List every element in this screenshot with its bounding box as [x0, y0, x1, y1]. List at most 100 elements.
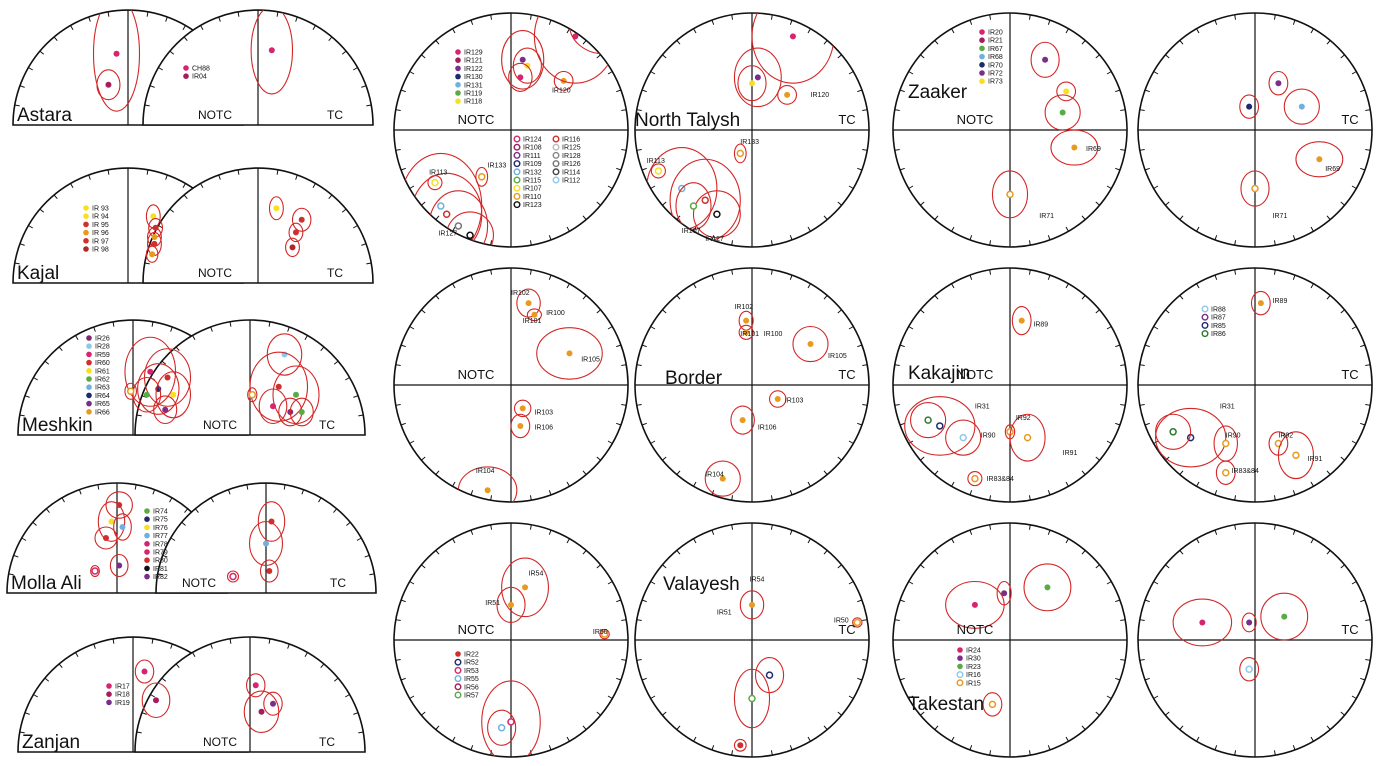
net-tick [676, 295, 681, 300]
net-tick [908, 185, 914, 189]
net-tick [989, 495, 992, 501]
site-annotation: IR127 [705, 236, 724, 243]
net-tick [934, 550, 939, 555]
legend-label: IR128 [562, 153, 581, 160]
tc-label: TC [838, 367, 855, 382]
legend-marker [144, 557, 150, 563]
net-tick [1273, 524, 1276, 530]
legend-label: IR73 [988, 79, 1003, 86]
net-tick [361, 243, 367, 246]
net-tick [1120, 148, 1126, 151]
net-tick [210, 497, 214, 503]
site-mean-point [103, 535, 109, 541]
net-tick [837, 54, 842, 59]
net-tick [662, 711, 667, 716]
net-tick [452, 538, 456, 544]
net-tick [1165, 309, 1170, 314]
net-tick [1139, 148, 1145, 151]
net-tick [908, 326, 914, 330]
net-tick [862, 109, 868, 112]
legend-label: IR63 [95, 385, 110, 392]
net-tick [582, 550, 587, 555]
legend-marker [552, 151, 560, 159]
net-tick [823, 725, 828, 730]
net-tick [33, 694, 38, 698]
net-tick [1139, 658, 1145, 661]
net-tick [1115, 422, 1121, 426]
legend-label: IR65 [95, 401, 110, 408]
net-tick [112, 321, 115, 327]
net-tick [19, 414, 25, 417]
net-tick [276, 11, 279, 17]
site-mean-point [807, 341, 814, 348]
net-tick [1144, 599, 1150, 603]
net-tick [452, 736, 456, 742]
net-tick [1120, 109, 1126, 112]
net-tick [711, 19, 715, 25]
confidence-ellipse [258, 388, 288, 425]
net-tick [170, 537, 176, 541]
legend-marker [86, 368, 92, 374]
confidence-ellipse [1268, 70, 1289, 96]
net-tick [218, 16, 221, 22]
legend-marker [183, 73, 189, 79]
net-tick [837, 564, 842, 569]
confidence-ellipse [733, 47, 782, 108]
net-tick [1065, 28, 1069, 34]
legend-marker [513, 201, 521, 209]
legend-marker [455, 49, 461, 55]
notc-label: NOTC [198, 266, 232, 280]
net-tick [470, 490, 474, 496]
net-tick [582, 470, 587, 475]
net-tick [1165, 564, 1170, 569]
site-mean-hollow [853, 618, 862, 627]
legend-label: IR30 [966, 656, 981, 663]
confidence-ellipse [904, 396, 976, 456]
net-tick [934, 470, 939, 475]
site-mean-hollow [1222, 469, 1230, 477]
site-mean-point [149, 251, 156, 258]
legend-marker [979, 29, 985, 35]
net-tick [165, 174, 168, 180]
net-tick [44, 360, 50, 365]
net-tick [409, 71, 415, 75]
net-tick [1179, 550, 1184, 555]
net-tick [369, 573, 375, 576]
site-annotation: IR90 [981, 433, 996, 440]
confidence-ellipse [285, 237, 300, 258]
net-tick [951, 736, 955, 742]
confidence-ellipse [1239, 94, 1260, 119]
net-tick [175, 346, 180, 352]
net-tick [1095, 564, 1100, 569]
confidence-ellipse [945, 419, 982, 456]
net-tick [596, 564, 601, 569]
net-tick [1340, 201, 1345, 206]
confidence-ellipse [263, 691, 283, 716]
net-tick [364, 554, 370, 558]
legend-label: IR87 [1211, 315, 1226, 322]
net-tick [158, 67, 163, 71]
site-mean-point [572, 33, 579, 40]
legend-label: IR132 [523, 169, 542, 176]
confidence-ellipse [1215, 460, 1236, 485]
confidence-ellipse [1239, 656, 1260, 682]
legend-label: IR70 [988, 62, 1003, 69]
net-tick [837, 309, 842, 314]
confidence-ellipse [526, 308, 542, 322]
locality-title: Valayesh [663, 574, 740, 595]
net-tick [1065, 736, 1069, 742]
net-tick [353, 395, 359, 398]
net-tick [969, 235, 973, 241]
confidence-ellipse [1009, 413, 1046, 462]
net-tick [353, 225, 358, 229]
site-mean-point [749, 80, 755, 87]
site-mean-point [1018, 317, 1025, 324]
net-tick [848, 71, 854, 75]
net-tick [1065, 283, 1069, 289]
site-annotation: IR105 [581, 357, 600, 364]
confidence-ellipse [1250, 290, 1271, 316]
site-mean-point [774, 396, 781, 403]
net-tick [789, 745, 793, 751]
legend-marker [86, 335, 92, 341]
